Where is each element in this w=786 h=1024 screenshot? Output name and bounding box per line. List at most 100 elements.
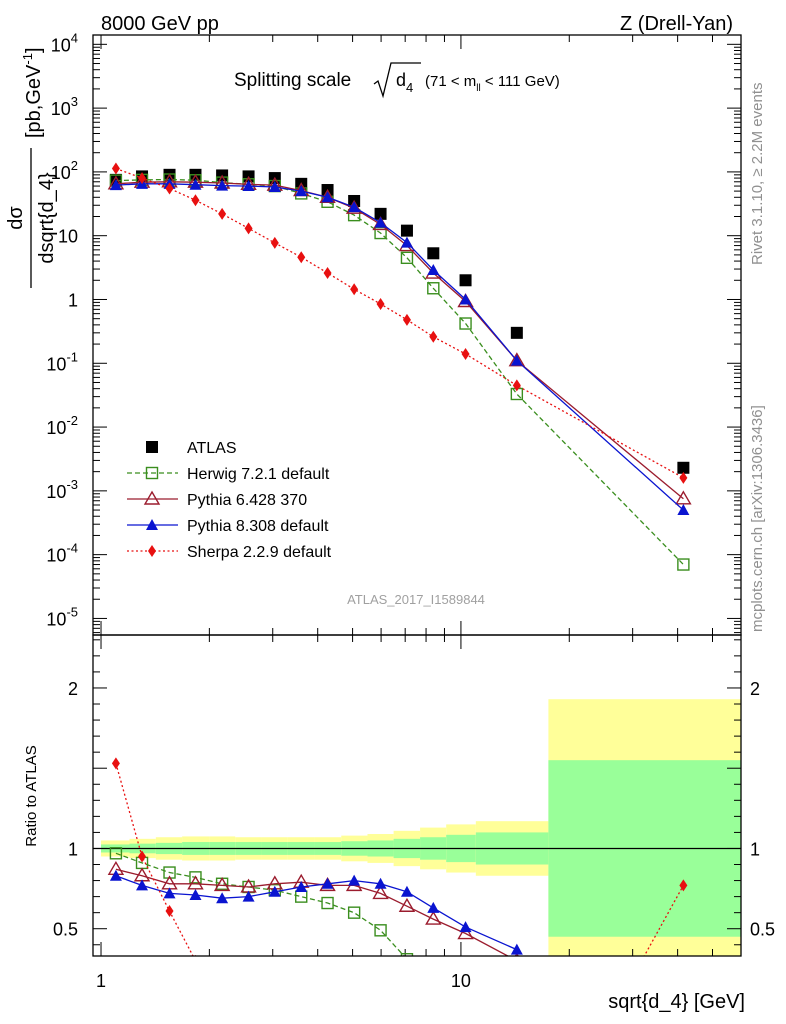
data-point <box>461 347 470 360</box>
data-point <box>374 207 387 220</box>
ratio-series-line <box>115 852 405 956</box>
series-herwig-7-2-1-default <box>109 173 690 571</box>
data-point <box>459 274 472 287</box>
data-point <box>510 326 523 339</box>
main-y-tick-label: 10-1 <box>46 349 78 374</box>
data-point <box>677 461 690 474</box>
ratio-series-pythia-8-308-default <box>109 869 523 955</box>
data-point <box>400 236 413 248</box>
collision-label: 8000 GeV pp <box>101 13 219 35</box>
legend-marker <box>146 519 158 530</box>
ratio-data-point <box>459 921 472 933</box>
ratio-data-point <box>242 890 255 902</box>
legend: ATLAS Herwig 7.2.1 default Pythia 6.428 37… <box>127 440 332 561</box>
data-point <box>427 263 440 275</box>
data-point <box>295 185 308 197</box>
data-point <box>216 179 229 191</box>
ratio-data-point <box>510 943 523 955</box>
legend-label: Sherpa 2.2.9 default <box>187 544 332 561</box>
ratio-y-axis-label: Ratio to ATLAS <box>23 745 40 846</box>
main-y-tick-label: 10-4 <box>46 541 78 566</box>
legend-label: Pythia 6.428 370 <box>187 492 307 509</box>
legend-marker <box>143 490 161 505</box>
svg-text:(71 < mll < 111 GeV): (71 < mll < 111 GeV) <box>425 73 560 94</box>
ratio-data-point <box>109 869 122 881</box>
title-range-prefix: (71 < m <box>425 73 476 90</box>
ratio-data-point <box>187 875 204 890</box>
legend-entry: Herwig 7.2.1 default <box>127 466 330 483</box>
ratio-data-point <box>348 874 361 886</box>
data-point <box>400 224 413 237</box>
main-y-tick-label: 10-2 <box>46 413 78 438</box>
title-subscript: 4 <box>406 80 413 95</box>
ratio-data-point <box>295 890 308 903</box>
data-point <box>402 313 411 326</box>
series-line <box>115 167 684 479</box>
ylabel-denominator: dsqrt{d_4} <box>36 172 58 264</box>
ylabel-numerator: dσ <box>5 206 27 230</box>
data-point <box>111 162 120 175</box>
series-pythia-8-308-default <box>109 177 690 516</box>
data-point <box>218 207 227 220</box>
rivet-label: Rivet 3.1.10, ≥ 2.2M events <box>749 83 766 266</box>
ratio-data-point <box>400 953 414 956</box>
ratio-data-point <box>216 892 229 904</box>
mcplots-label: mcplots.cern.ch [arXiv:1306.3436] <box>749 405 766 632</box>
ratio-y-tick-label-left: 2 <box>68 679 78 699</box>
data-point <box>679 471 688 484</box>
series-sherpa-2-2-9-default <box>111 162 688 484</box>
data-point <box>345 199 363 214</box>
ratio-y-tick-label-right: 0.5 <box>750 920 775 940</box>
ratio-data-point <box>321 877 334 889</box>
data-point <box>675 490 692 505</box>
ratio-data-point <box>189 871 202 884</box>
data-point <box>165 182 174 195</box>
ratio-uncertainty-bands <box>93 699 741 956</box>
legend-marker <box>146 441 158 453</box>
ratio-series <box>107 757 688 956</box>
title-symbol: d <box>396 70 406 90</box>
ratio-series-herwig-7-2-1-default <box>109 847 414 956</box>
ratio-data-point <box>679 879 688 892</box>
data-point <box>429 330 438 343</box>
sqrt-symbol-icon <box>373 62 421 99</box>
ratio-y-tick-label-left: 0.5 <box>53 920 78 940</box>
ratio-data-point <box>295 880 308 892</box>
data-point <box>376 297 385 310</box>
process-label: Z (Drell-Yan) <box>620 13 733 35</box>
data-point <box>191 194 200 207</box>
main-y-tick-label: 1 <box>68 290 78 310</box>
data-point <box>677 504 690 516</box>
data-point <box>459 317 472 330</box>
ratio-series-sherpa-2-2-9-default <box>111 757 688 956</box>
ratio-series-line <box>643 885 684 956</box>
legend-label: Pythia 8.308 default <box>187 518 329 535</box>
ratio-data-point <box>165 905 174 918</box>
svg-text:[pb,GeV-1]: [pb,GeV-1] <box>20 47 45 138</box>
ratio-data-point <box>427 901 440 913</box>
ratio-data-point <box>457 925 474 940</box>
series-line <box>115 183 684 511</box>
title-range-subscript: ll <box>476 83 480 94</box>
data-point <box>677 558 690 571</box>
data-point <box>109 179 122 191</box>
ylabel-units-close: ] <box>23 47 45 53</box>
data-point <box>510 354 523 366</box>
ratio-data-point <box>163 887 176 899</box>
ratio-series-line <box>115 868 510 956</box>
data-point <box>348 201 361 213</box>
main-y-tick-label: 103 <box>51 94 78 119</box>
ratio-data-point <box>400 885 413 897</box>
ratio-data-point <box>374 877 387 889</box>
ylabel-units: [pb,GeV <box>23 64 45 138</box>
ratio-data-point <box>111 757 120 770</box>
data-point <box>268 180 281 192</box>
analysis-watermark: ATLAS_2017_I1589844 <box>347 592 485 607</box>
axis-ticks: 1 10 10-5 10-4 10-3 10-2 10-1 1 10 102 103 104 0.5 0.… <box>46 30 775 991</box>
data-point <box>297 251 306 264</box>
legend-marker <box>145 466 159 480</box>
data-point <box>242 180 255 192</box>
ratio-plot-frame <box>92 634 742 957</box>
data-point <box>512 379 521 392</box>
